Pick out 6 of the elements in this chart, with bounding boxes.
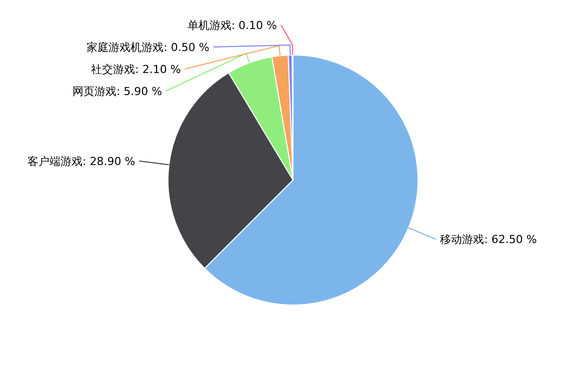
slice-label: 客户端游戏: 28.90 % (28, 154, 136, 168)
slice-label: 移动游戏: 62.50 % (440, 233, 537, 246)
slice-label: 单机游戏: 0.10 % (187, 18, 277, 32)
slice-label: 社交游戏: 2.10 % (91, 62, 181, 76)
slice-label: 网页游戏: 5.90 % (72, 84, 162, 98)
slice-label: 家庭游戏机游戏: 0.50 % (86, 40, 210, 54)
